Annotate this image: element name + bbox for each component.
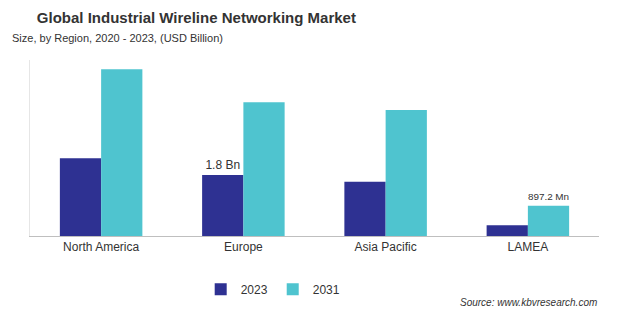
svg-text:897.2 Mn: 897.2 Mn [528,191,569,202]
svg-text:2023: 2023 [241,283,268,297]
svg-text:North America: North America [63,240,139,254]
svg-text:Size, by Region, 2020 - 2023,: Size, by Region, 2020 - 2023, (USD Billi… [12,32,223,44]
svg-text:Europe: Europe [224,240,263,254]
svg-text:Global Industrial Wireline Net: Global Industrial Wireline Networking Ma… [37,9,356,26]
svg-text:LAMEA: LAMEA [508,240,549,254]
svg-text:2031: 2031 [313,283,340,297]
svg-text:Asia Pacific: Asia Pacific [355,240,417,254]
svg-text:Source: www.kbvresearch.com: Source: www.kbvresearch.com [460,297,597,308]
svg-text:1.8 Bn: 1.8 Bn [205,158,240,172]
